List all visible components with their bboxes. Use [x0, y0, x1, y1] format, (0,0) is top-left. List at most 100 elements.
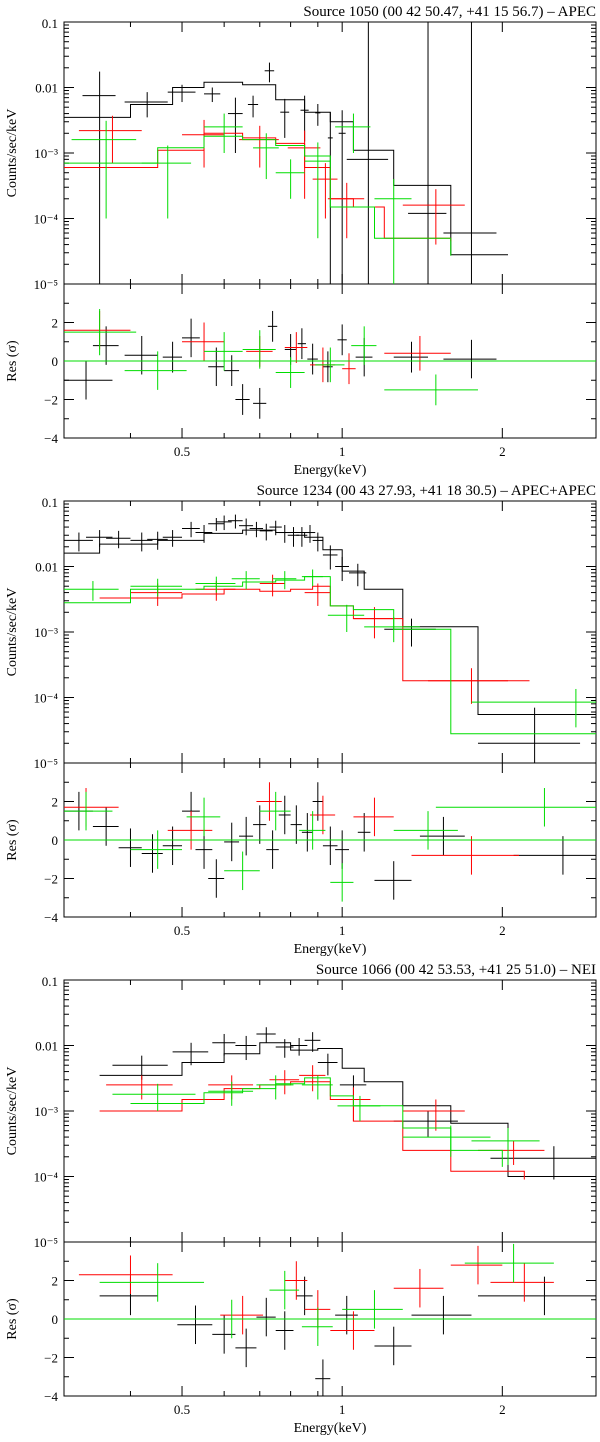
residual-point-black [312, 782, 323, 821]
x-axis-label: Energy(keV) [294, 463, 367, 478]
data-point-black [346, 22, 389, 284]
data-point-black [195, 525, 213, 543]
residual-point-black [315, 1359, 331, 1396]
y-axis-label-residuals: Res (σ) [5, 1298, 20, 1340]
data-point-black [335, 556, 350, 582]
residual-point-black [307, 343, 318, 375]
residual-point-black [162, 826, 183, 866]
data-point-black [247, 95, 259, 118]
data-point-red [259, 574, 285, 597]
residual-point-green [330, 863, 354, 902]
data-point-green [71, 120, 137, 219]
residual-point-black [278, 795, 291, 835]
data-point-green [301, 1075, 333, 1100]
residual-point-black [208, 347, 225, 387]
data-point-green [327, 604, 365, 632]
data-point-green [304, 142, 331, 239]
model-line-green [130, 1077, 503, 1167]
data-point-red [428, 668, 509, 704]
data-point-green [253, 133, 279, 180]
model-line-red [99, 585, 530, 682]
residual-point-black [411, 1295, 472, 1335]
data-point-red [130, 583, 183, 606]
x-tick-label: 1 [339, 1402, 346, 1417]
residual-point-red [353, 797, 394, 837]
residual-point-red [64, 310, 131, 350]
residual-tick-label: −4 [44, 910, 58, 925]
residual-point-red [78, 1255, 173, 1294]
data-point-green [471, 1128, 540, 1165]
residual-point-black [357, 813, 371, 852]
data-point-black [249, 521, 264, 538]
residual-point-black [239, 816, 254, 856]
data-point-black [315, 103, 321, 126]
data-point-red [477, 1140, 545, 1165]
residual-point-black [513, 836, 596, 875]
residual-point-red [490, 1263, 554, 1302]
residual-point-black [253, 387, 267, 419]
chart-title: Source 1066 (00 42 53.53, +41 25 51.0) –… [316, 962, 596, 978]
series-red [64, 115, 465, 385]
data-point-green [130, 578, 183, 597]
residual-point-green [275, 357, 305, 388]
x-tick-label: 0.5 [174, 1402, 190, 1417]
x-axis-label: Energy(keV) [294, 1421, 367, 1436]
residual-point-black [124, 335, 158, 375]
residual-point-red [450, 1245, 503, 1285]
residual-point-black [253, 805, 267, 844]
residual-point-black [64, 361, 113, 400]
y-tick-label: 10⁻⁴ [34, 1170, 59, 1185]
data-point-green [301, 569, 323, 587]
data-point-black [147, 531, 168, 550]
data-point-black [124, 92, 168, 118]
residual-tick-label: −2 [44, 1351, 58, 1366]
data-point-black [477, 707, 581, 763]
data-point-black [287, 527, 300, 547]
data-point-black [208, 518, 225, 531]
residual-point-black [374, 1326, 412, 1366]
residual-point-green [64, 791, 113, 831]
residual-point-black [443, 339, 497, 379]
residual-point-black [224, 355, 240, 387]
residual-point-green [130, 830, 183, 869]
residual-point-black [296, 1276, 313, 1316]
residual-point-black [335, 830, 350, 869]
model-line-red [99, 1081, 525, 1180]
data-point-red [353, 607, 394, 639]
series-red [78, 1065, 554, 1350]
data-point-black [264, 62, 275, 83]
residual-point-red [220, 1295, 264, 1335]
data-point-red [312, 163, 338, 219]
residual-point-green [342, 1290, 403, 1329]
series-red [64, 574, 530, 875]
data-point-black [269, 520, 282, 536]
residual-tick-label: 0 [52, 833, 59, 848]
data-point-black [312, 532, 323, 552]
model-line-green [64, 135, 452, 256]
residual-point-green [259, 791, 291, 831]
residual-point-red [384, 335, 451, 371]
y-tick-label: 10⁻⁵ [34, 277, 58, 292]
residual-point-green [384, 374, 478, 406]
residual-point-black [235, 384, 250, 415]
residual-point-black [266, 830, 279, 869]
residual-point-red [167, 811, 213, 850]
data-point-black [106, 530, 131, 549]
data-point-black [182, 521, 200, 538]
residual-point-black [335, 1295, 358, 1335]
model-line-green [64, 576, 596, 735]
residual-point-black [256, 1297, 276, 1337]
y-tick-label: 0.01 [35, 560, 58, 575]
data-point-black [304, 1032, 321, 1052]
series-green [64, 113, 596, 406]
residual-point-red [284, 1261, 308, 1300]
y-tick-label: 0.1 [42, 495, 58, 510]
x-tick-label: 0.5 [174, 444, 190, 459]
data-point-black [317, 1053, 338, 1076]
y-tick-label: 10⁻⁴ [34, 691, 59, 706]
residual-point-red [342, 353, 356, 385]
residual-point-black [337, 324, 347, 356]
series-green [64, 1075, 554, 1346]
x-tick-label: 2 [499, 1402, 506, 1417]
data-point-red [269, 1070, 300, 1095]
